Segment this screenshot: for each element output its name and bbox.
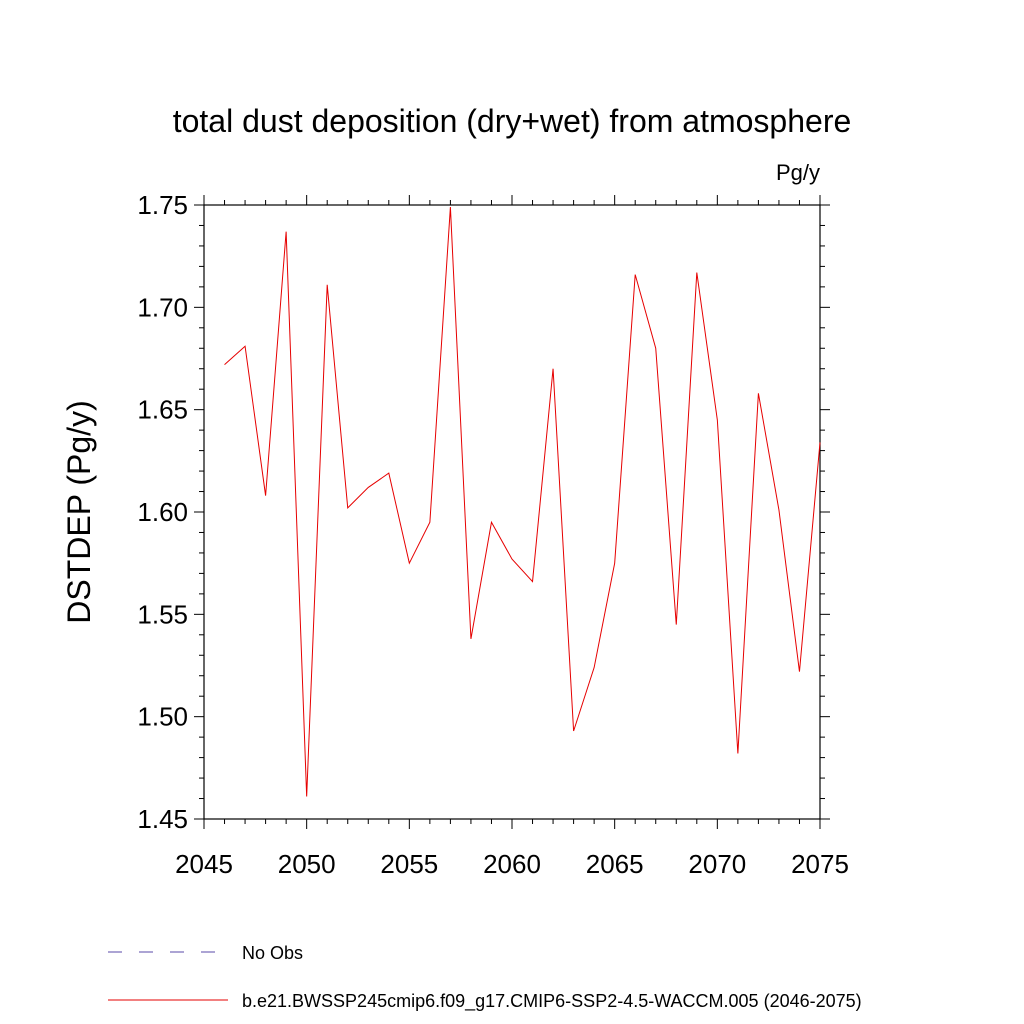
legend: No Obs b.e21.BWSSP245cmip6.f09_g17.CMIP6-… <box>108 943 862 1012</box>
legend-label: b.e21.BWSSP245cmip6.f09_g17.CMIP6-SSP2-4… <box>242 991 862 1012</box>
x-tick-label: 2070 <box>688 849 746 879</box>
y-tick-label: 1.70 <box>137 292 188 322</box>
units-label: Pg/y <box>776 160 820 185</box>
y-tick-label: 1.75 <box>137 190 188 220</box>
y-tick-label: 1.55 <box>137 599 188 629</box>
x-tick-label: 2055 <box>380 849 438 879</box>
y-tick-label: 1.45 <box>137 804 188 834</box>
plot-area: 2045 2050 2055 2060 2065 2070 2075 1.45 1.50 1.55… <box>137 190 849 879</box>
y-tick-label: 1.50 <box>137 702 188 732</box>
x-tick-label: 2075 <box>791 849 849 879</box>
series-line <box>224 207 821 797</box>
x-tick-label: 2060 <box>483 849 541 879</box>
chart-title: total dust deposition (dry+wet) from atm… <box>173 103 852 139</box>
y-tick-label: 1.60 <box>137 497 188 527</box>
legend-label: No Obs <box>242 943 303 963</box>
x-tick-label: 2045 <box>175 849 233 879</box>
y-tick-label: 1.65 <box>137 395 188 425</box>
x-tick-label: 2050 <box>278 849 336 879</box>
x-tick-label: 2065 <box>586 849 644 879</box>
y-axis-label: DSTDEP (Pg/y) <box>61 400 97 623</box>
